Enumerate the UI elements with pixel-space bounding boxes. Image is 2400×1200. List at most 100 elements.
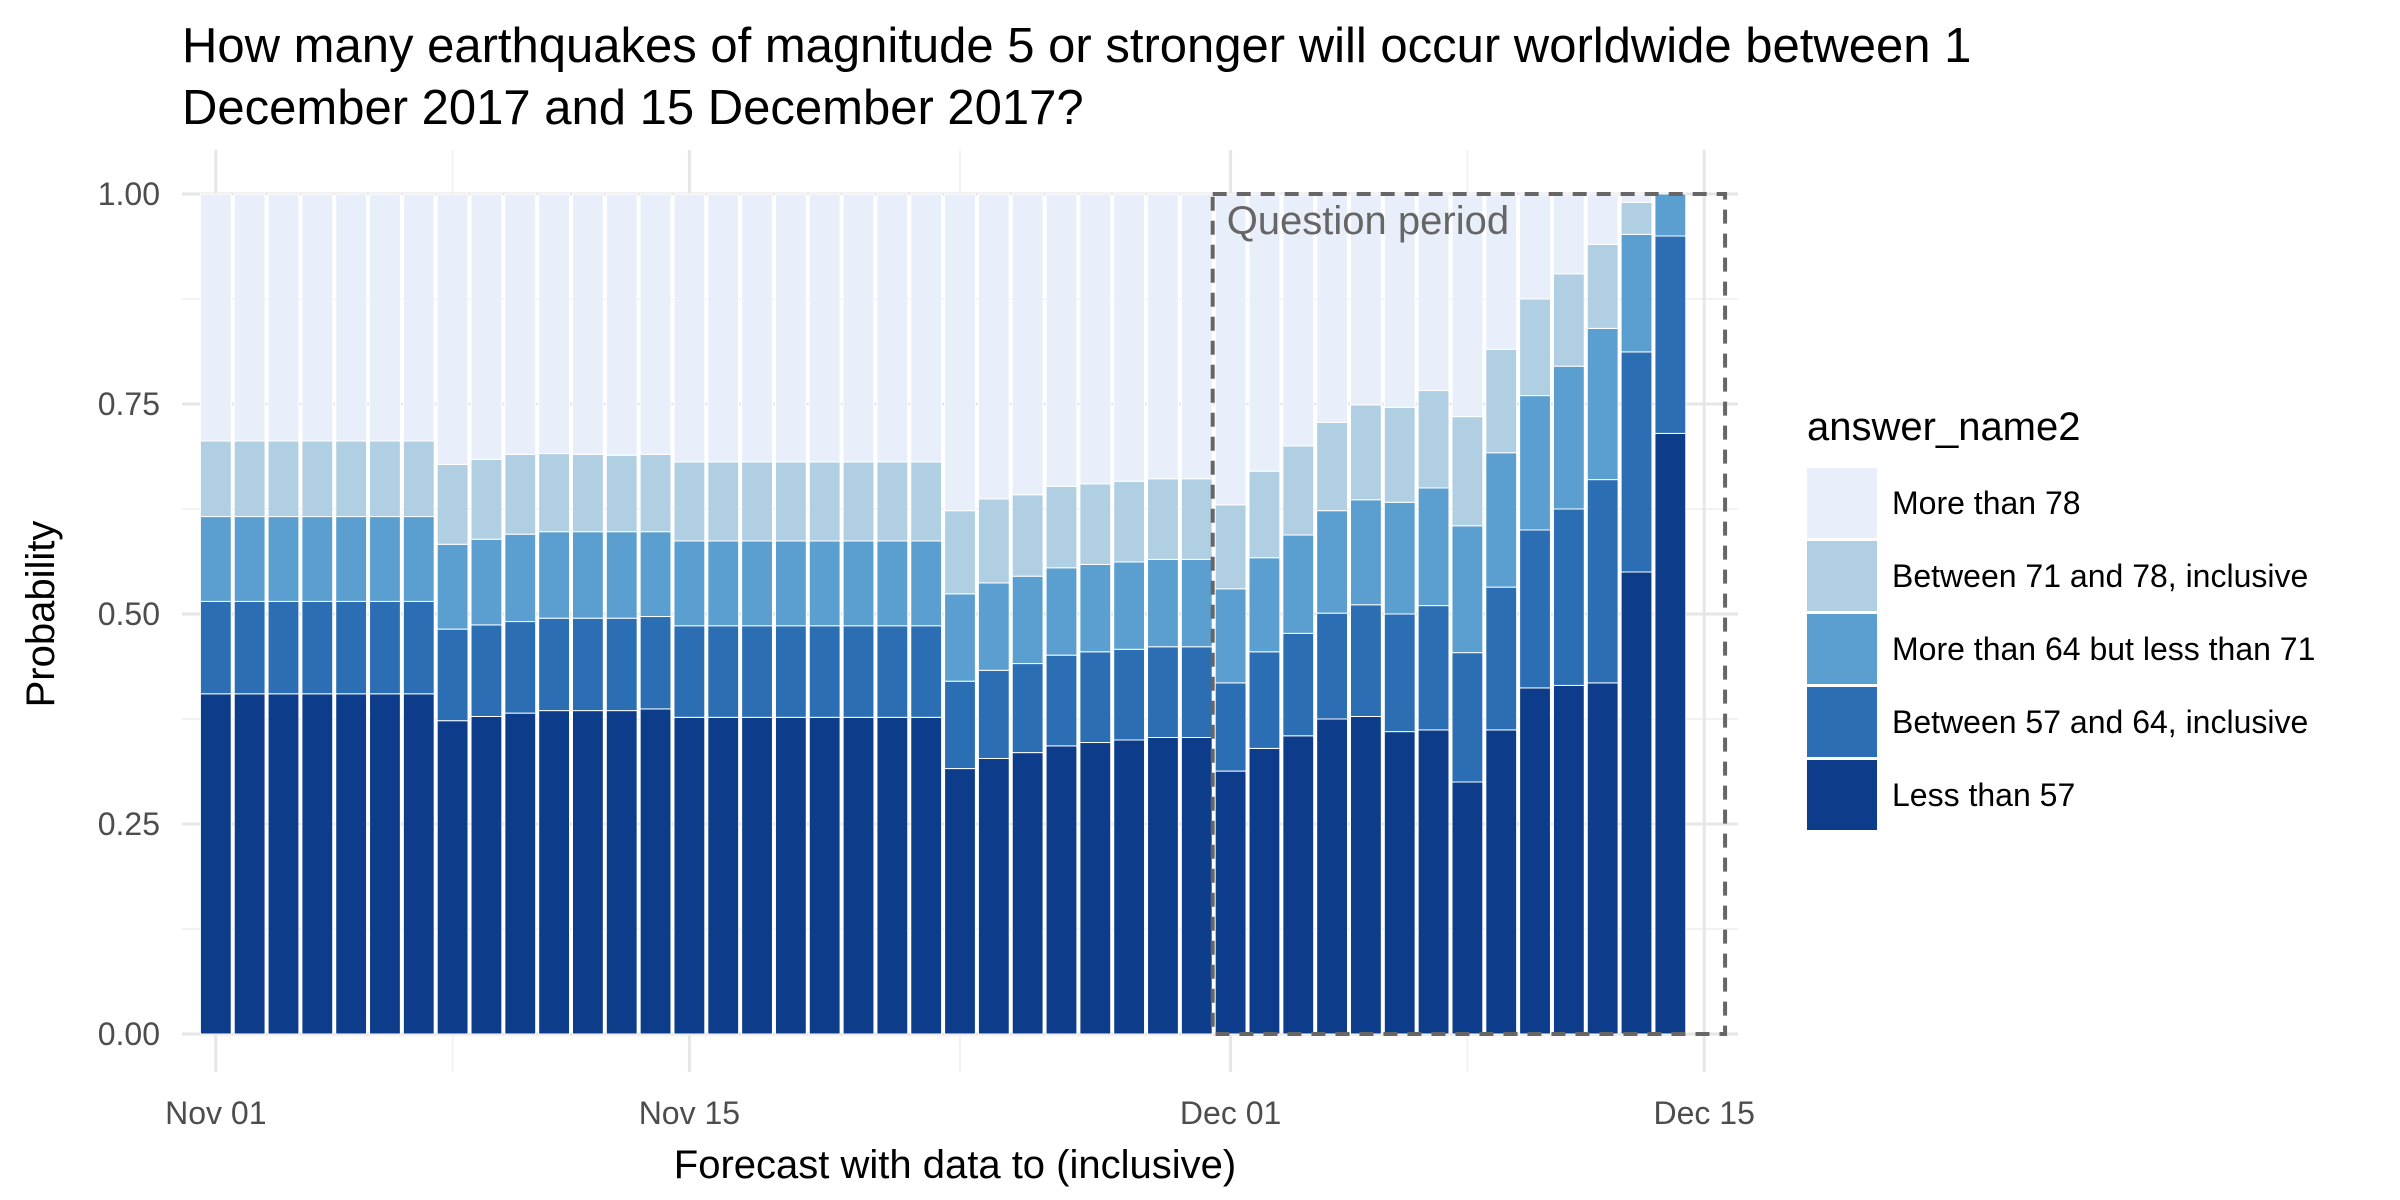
x-tick-label: Nov 01 [165, 1095, 266, 1131]
bar-segment-2017-11-28-series-4 [1113, 193, 1146, 482]
bar-segment-2017-11-15-series-3 [673, 461, 706, 542]
bar-segment-2017-11-08-series-4 [436, 193, 469, 465]
bar-segment-2017-11-30-series-0 [1180, 736, 1213, 1035]
bar-segment-2017-12-11-series-1 [1552, 508, 1585, 686]
bar-segment-2017-11-09-series-4 [470, 193, 503, 460]
bar-segment-2017-11-02-series-1 [233, 600, 266, 695]
bar-segment-2017-12-01-series-2 [1214, 588, 1247, 684]
bar-segment-2017-12-08-series-2 [1451, 525, 1484, 654]
legend-label: More than 64 but less than 71 [1892, 631, 2315, 667]
bar-segment-2017-12-02-series-4 [1248, 193, 1281, 472]
legend-items: More than 78 Between 71 and 78, inclusive… [1807, 468, 2315, 830]
bar-segment-2017-12-14-series-2 [1654, 193, 1687, 237]
bar-segment-2017-12-14-series-0 [1654, 432, 1687, 1035]
bar-segment-2017-12-04-series-2 [1316, 510, 1349, 614]
bar-segment-2017-11-21-series-1 [876, 625, 909, 718]
legend-label: Less than 57 [1892, 777, 2075, 813]
bar-segment-2017-12-04-series-4 [1316, 193, 1349, 423]
bar-segment-2017-12-11-series-4 [1552, 193, 1585, 275]
bar-segment-2017-11-10-series-4 [504, 193, 537, 455]
bar-segment-2017-11-11-series-4 [538, 193, 570, 455]
bar-segment-2017-12-08-series-0 [1451, 781, 1484, 1035]
x-tick-label: Nov 15 [639, 1095, 740, 1131]
bar-segment-2017-12-04-series-3 [1316, 421, 1349, 512]
bar-segment-2017-12-06-series-1 [1383, 613, 1416, 733]
bar-segment-2017-11-25-series-0 [1011, 752, 1044, 1035]
bar-segment-2017-11-13-series-2 [605, 531, 638, 619]
legend-title: answer_name2 [1807, 405, 2081, 449]
bar-segment-2017-11-08-series-2 [436, 543, 469, 630]
legend-swatch [1807, 760, 1877, 830]
bar-segment-2017-11-22-series-0 [910, 716, 943, 1035]
bar-segment-2017-11-29-series-2 [1147, 558, 1179, 648]
bar-segment-2017-11-04-series-0 [301, 693, 334, 1035]
bar-segment-2017-11-04-series-2 [301, 516, 334, 602]
bar-segment-2017-11-25-series-2 [1011, 575, 1044, 665]
legend-label: Between 57 and 64, inclusive [1892, 704, 2308, 740]
bar-segment-2017-11-23-series-4 [944, 193, 976, 512]
bar-segment-2017-12-11-series-0 [1552, 684, 1585, 1035]
bar-segment-2017-11-24-series-0 [977, 757, 1010, 1035]
x-axis-title: Forecast with data to (inclusive) [674, 1143, 1236, 1187]
bar-segment-2017-11-20-series-2 [842, 540, 875, 627]
bar-segment-2017-11-18-series-3 [774, 461, 807, 542]
bar-segment-2017-11-11-series-2 [538, 531, 570, 619]
chart-title-line-1: How many earthquakes of magnitude 5 or s… [182, 19, 1971, 73]
bar-segment-2017-11-29-series-4 [1147, 193, 1179, 480]
x-axis-ticks: Nov 01 Nov 15 Dec 01 Dec 15 [165, 1095, 1755, 1131]
bar-segment-2017-11-11-series-3 [538, 453, 570, 533]
bar-segment-2017-11-23-series-3 [944, 510, 976, 595]
y-tick-label: 0.75 [98, 386, 160, 422]
bar-segment-2017-11-11-series-0 [538, 710, 570, 1035]
plot-panel: Question period [182, 150, 1738, 1072]
legend-swatch [1807, 541, 1877, 611]
bar-segment-2017-12-06-series-0 [1383, 731, 1416, 1035]
bar-segment-2017-12-05-series-1 [1350, 604, 1382, 717]
bar-segment-2017-11-19-series-1 [808, 625, 841, 718]
bar-segment-2017-11-06-series-0 [369, 693, 401, 1035]
bar-segment-2017-12-01-series-0 [1214, 770, 1247, 1035]
bar-segment-2017-12-03-series-4 [1282, 193, 1315, 447]
bar-segment-2017-12-03-series-1 [1282, 632, 1315, 737]
question-period-label: Question period [1227, 199, 1509, 243]
bar-segment-2017-11-28-series-1 [1113, 648, 1146, 741]
bar-segment-2017-11-06-series-4 [369, 193, 401, 442]
bar-segment-2017-12-01-series-4 [1214, 193, 1247, 506]
bar-segment-2017-12-12-series-0 [1586, 682, 1619, 1035]
bar-segment-2017-11-24-series-3 [977, 498, 1010, 584]
bar-segment-2017-11-16-series-4 [707, 193, 740, 463]
bar-segment-2017-11-12-series-1 [572, 617, 604, 712]
bar-segment-2017-11-21-series-3 [876, 461, 909, 542]
bar-segment-2017-12-06-series-3 [1383, 406, 1416, 503]
bar-segment-2017-11-10-series-2 [504, 533, 537, 623]
bar-segment-2017-11-25-series-4 [1011, 193, 1044, 496]
bar-segment-2017-11-27-series-1 [1079, 651, 1112, 744]
bar-segment-2017-11-07-series-4 [402, 193, 435, 442]
bar-segment-2017-11-20-series-4 [842, 193, 875, 463]
bar-segment-2017-12-12-series-2 [1586, 327, 1619, 481]
bar-segment-2017-12-12-series-4 [1586, 193, 1619, 245]
legend-label: Between 71 and 78, inclusive [1892, 558, 2308, 594]
bar-segment-2017-11-02-series-2 [233, 516, 266, 602]
y-tick-label: 0.25 [98, 806, 160, 842]
bar-segment-2017-12-01-series-3 [1214, 504, 1247, 590]
bar-segment-2017-11-01-series-3 [199, 440, 232, 518]
question-period-annotation: Question period [1210, 192, 1728, 1036]
bar-segment-2017-12-07-series-1 [1417, 605, 1450, 731]
bar-segment-2017-12-04-series-1 [1316, 612, 1349, 720]
bar-segment-2017-11-06-series-2 [369, 516, 401, 602]
bar-segment-2017-11-23-series-1 [944, 680, 976, 770]
chart-title-line-2: December 2017 and 15 December 2017? [182, 81, 1084, 135]
bar-segment-2017-11-17-series-2 [741, 540, 773, 627]
bar-segment-2017-12-02-series-3 [1248, 470, 1281, 559]
bar-segment-2017-11-01-series-4 [199, 193, 232, 442]
bar-segment-2017-11-25-series-1 [1011, 663, 1044, 754]
legend: answer_name2 More than 78 Between 71 and … [1807, 405, 2315, 830]
bar-segment-2017-12-08-series-4 [1451, 193, 1484, 418]
bar-segment-2017-12-09-series-4 [1485, 193, 1518, 350]
bar-segment-2017-11-09-series-3 [470, 458, 503, 540]
bar-segment-2017-11-26-series-1 [1045, 654, 1078, 747]
bar-segment-2017-11-04-series-3 [301, 440, 334, 518]
bar-segment-2017-11-14-series-2 [639, 531, 672, 618]
bar-segment-2017-11-17-series-1 [741, 625, 773, 718]
